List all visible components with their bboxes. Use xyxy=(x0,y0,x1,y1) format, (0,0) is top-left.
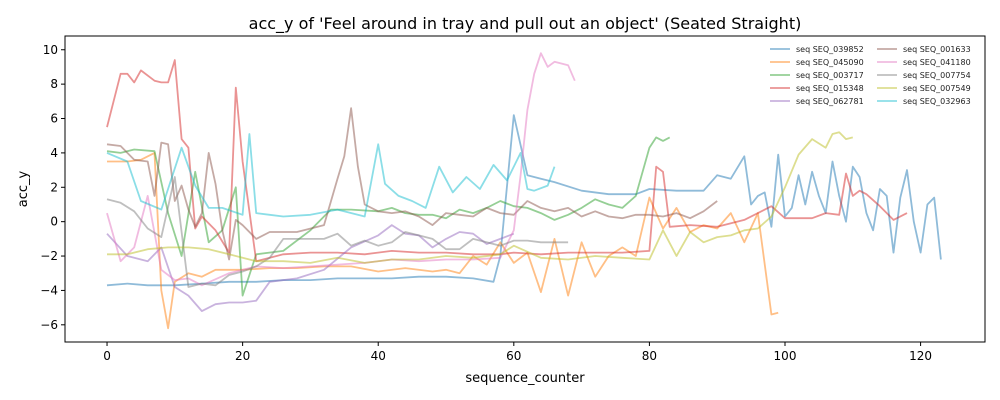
series-line-seq-seq_062781 xyxy=(106,224,515,313)
legend-label: seq SEQ_015348 xyxy=(796,84,864,93)
series-line-seq-seq_007549 xyxy=(107,131,854,264)
legend-label: seq SEQ_001633 xyxy=(903,45,971,54)
legend-label: seq SEQ_041180 xyxy=(903,58,971,67)
x-tick-label: 100 xyxy=(774,349,797,363)
y-axis: −6 −4 −2 0 2 4 6 8 10 xyxy=(40,43,65,332)
y-tick-label: 0 xyxy=(50,215,58,229)
series-line-seq-seq_001633 xyxy=(106,107,718,261)
chart-title: acc_y of 'Feel around in tray and pull o… xyxy=(249,14,802,34)
legend-label: seq SEQ_062781 xyxy=(796,97,864,106)
y-tick-label: 6 xyxy=(50,112,58,126)
x-tick-label: 20 xyxy=(235,349,250,363)
legend-label: seq SEQ_032963 xyxy=(903,97,971,106)
x-tick-label: 80 xyxy=(642,349,657,363)
legend-label: seq SEQ_045090 xyxy=(796,58,864,67)
plot-area xyxy=(65,36,985,342)
legend-label: seq SEQ_003717 xyxy=(796,71,864,80)
series-line-seq-seq_039852 xyxy=(106,114,942,287)
y-tick-label: 2 xyxy=(50,180,58,194)
x-tick-label: 60 xyxy=(506,349,521,363)
x-axis: 0 20 40 60 80 100 120 xyxy=(103,342,932,363)
legend-label: seq SEQ_007549 xyxy=(903,84,971,93)
y-tick-label: −4 xyxy=(40,283,58,297)
series-line-seq-seq_032963 xyxy=(106,133,556,218)
y-tick-label: −6 xyxy=(40,318,58,332)
plot-frame xyxy=(64,35,986,343)
y-tick-label: 8 xyxy=(50,77,58,91)
x-tick-label: 120 xyxy=(909,349,932,363)
x-axis-title: sequence_counter xyxy=(465,371,585,386)
legend-label: seq SEQ_007754 xyxy=(903,71,971,80)
series-layer xyxy=(106,52,942,330)
y-tick-label: 4 xyxy=(50,146,58,160)
y-axis-title: acc_y xyxy=(16,170,31,207)
x-tick-label: 0 xyxy=(103,349,111,363)
series-line-seq-seq_015348 xyxy=(106,59,908,263)
series-line-seq-seq_007754 xyxy=(106,176,569,288)
y-tick-label: 10 xyxy=(43,43,58,57)
y-tick-label: −2 xyxy=(40,249,58,263)
x-tick-label: 40 xyxy=(371,349,386,363)
legend-label: seq SEQ_039852 xyxy=(796,45,864,54)
